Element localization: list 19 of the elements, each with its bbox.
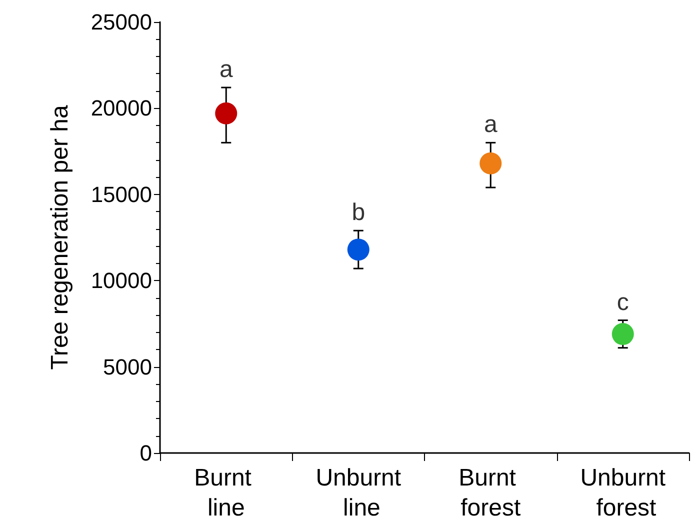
y-tick-label: 0 [140,440,152,466]
x-tick-label: Burnt line [194,464,258,522]
x-tick-label: Unburnt forest [580,464,666,522]
point [215,102,238,124]
x-tick-label: Unburnt line [316,464,402,522]
point [612,323,634,346]
y-tick-label: 20000 [90,96,152,121]
annotation: a [484,111,498,138]
annotation: b [352,199,366,226]
x-tick-label: Burnt forest [458,464,523,522]
annotation: a [219,56,234,84]
y-axis-title: Tree regeneration per ha [46,104,74,370]
y-tick-label: 25000 [90,10,152,34]
y-tick-label: 10000 [90,268,152,294]
point [480,152,502,174]
y-tick-label: 5000 [103,354,152,380]
point [347,238,370,261]
annotation: c [616,288,629,316]
y-tick-label: 15000 [90,182,152,207]
